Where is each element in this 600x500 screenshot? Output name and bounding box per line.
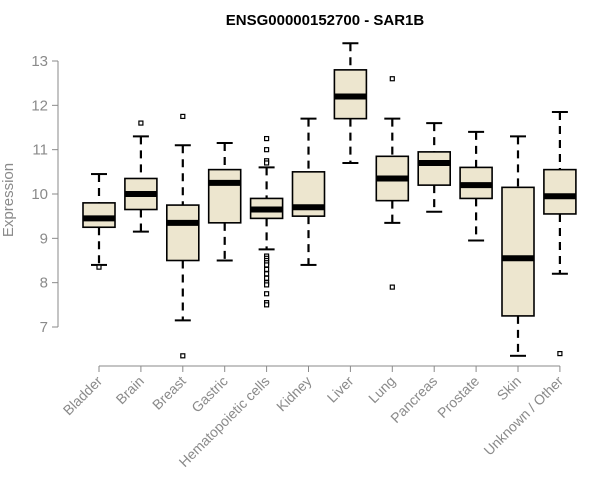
outlier-point: [264, 302, 270, 308]
x-tick-label: Kidney: [273, 373, 315, 415]
outlier-point: [138, 120, 144, 126]
x-tick-label: Liver: [324, 373, 357, 406]
y-tick-label: 7: [40, 319, 48, 336]
outlier-point: [180, 353, 186, 359]
y-tick-label: 8: [40, 275, 48, 292]
outlier-point: [264, 135, 270, 142]
y-tick-label: 9: [40, 230, 48, 247]
box-lung: [375, 76, 410, 290]
box-kidney: [291, 117, 326, 266]
outlier-point: [557, 351, 563, 357]
box-iqr: [207, 168, 242, 224]
outlier-point: [389, 284, 395, 290]
x-tick-label: Unknown / Other: [480, 373, 566, 459]
outlier-point: [264, 160, 270, 166]
box-pancreas: [417, 122, 452, 213]
x-tick-label: Lung: [365, 373, 398, 406]
outlier-point: [180, 113, 186, 120]
y-tick-label: 12: [31, 97, 48, 114]
box-hematopoietic-cells: [249, 135, 284, 308]
outlier-point: [264, 275, 270, 281]
box-iqr: [417, 151, 452, 186]
x-tick-label: Skin: [494, 373, 525, 404]
x-tick-label: Bladder: [60, 373, 106, 419]
outlier-point: [389, 76, 395, 82]
box-iqr: [501, 186, 535, 317]
y-tick-label: 10: [31, 186, 48, 203]
box-unknown-other: [543, 110, 577, 357]
box-gastric: [207, 142, 242, 262]
outlier-point: [264, 271, 270, 277]
x-tick-label: Pancreas: [387, 373, 440, 426]
box-prostate: [459, 130, 493, 242]
box-breast: [166, 113, 200, 359]
outlier-point: [264, 262, 270, 268]
box-brain: [124, 120, 158, 233]
chart-title: ENSG00000152700 - SAR1B: [226, 12, 425, 29]
outlier-point: [264, 266, 270, 272]
box-iqr: [82, 202, 116, 229]
boxes: [82, 42, 577, 359]
outlier-point: [264, 147, 270, 153]
y-axis-label: Expression: [0, 163, 17, 237]
outlier-point: [264, 291, 270, 297]
box-iqr: [543, 168, 577, 215]
outlier-point: [264, 282, 270, 288]
box-iqr: [166, 204, 200, 262]
x-tick-label: Brain: [113, 373, 147, 407]
box-bladder: [82, 173, 116, 270]
y-tick-label: 11: [32, 142, 48, 159]
box-skin: [501, 135, 535, 357]
y-tick-label: 13: [31, 53, 48, 70]
x-tick-label: Prostate: [434, 373, 482, 421]
x-tick-label: Breast: [149, 373, 189, 413]
box-liver: [333, 42, 368, 164]
outlier-point: [96, 264, 102, 270]
